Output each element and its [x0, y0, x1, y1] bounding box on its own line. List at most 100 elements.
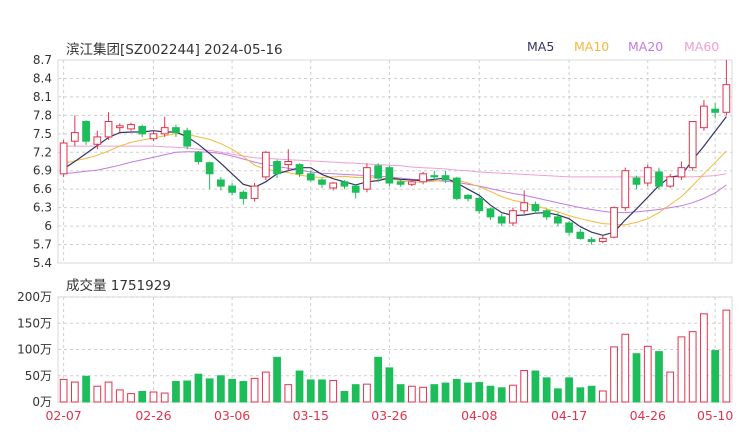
volume-bar — [407, 385, 416, 403]
volume-bar — [183, 380, 192, 403]
volume-bar — [261, 371, 270, 403]
volume-bar — [172, 381, 180, 403]
volume-bar — [632, 353, 641, 403]
candle-body — [655, 171, 663, 187]
volume-bar — [441, 382, 450, 403]
volume-bar — [340, 391, 349, 403]
price-tick-label: 5.4 — [33, 256, 52, 270]
candle-body — [621, 170, 630, 209]
volume-bar — [250, 377, 259, 403]
candle-body — [430, 175, 439, 178]
date-tick-label: 02-07 — [45, 408, 81, 423]
volume-bars — [59, 309, 731, 403]
candle-body — [306, 173, 315, 181]
volume-bar — [306, 379, 315, 403]
price-tick-label: 7.8 — [33, 108, 52, 122]
candle-body — [677, 167, 686, 178]
candle-body — [172, 127, 180, 134]
candle-body — [93, 136, 102, 145]
candle-body — [217, 179, 225, 187]
volume-bar — [228, 378, 236, 403]
volume-bar — [722, 309, 731, 403]
volume-bar — [115, 389, 124, 403]
candle-body — [666, 176, 675, 187]
volume-bar — [205, 378, 214, 403]
volume-bar — [677, 336, 686, 403]
date-tick-label: 03-26 — [371, 408, 407, 423]
volume-bar — [497, 387, 506, 403]
volume-bar — [149, 391, 158, 403]
date-tick-label: 04-08 — [461, 408, 497, 423]
price-grid: 8.7 8.4 8.1 7.8 7.5 7.2 6.9 6.6 6.3 6 5.7 5.4 — [33, 53, 732, 270]
volume-bar — [666, 371, 675, 403]
price-tick-label: 8.1 — [33, 90, 52, 104]
volume-bar — [464, 382, 472, 403]
candle-body — [273, 161, 281, 175]
candle-body — [70, 132, 79, 142]
date-tick-label: 03-06 — [214, 408, 250, 423]
volume-bar — [565, 377, 573, 403]
candle-body — [565, 222, 573, 233]
volume-bar — [598, 390, 607, 403]
volume-tick-label: 100万 — [17, 343, 52, 357]
date-tick-label: 02-26 — [135, 408, 171, 423]
volume-bar — [385, 367, 394, 403]
legend-ma20: MA20 — [628, 39, 664, 54]
candles — [59, 60, 731, 245]
date-tick-label: 05-10 — [697, 408, 733, 423]
volume-bar — [82, 375, 90, 403]
volume-bar — [520, 370, 529, 403]
volume-bar — [419, 386, 427, 403]
volume-bar — [160, 392, 169, 403]
candle-body — [115, 125, 124, 129]
volume-label: 成交量 1751929 — [66, 278, 171, 294]
price-tick-label: 6.9 — [33, 164, 52, 178]
volume-bar — [295, 370, 304, 403]
date-tick-label: 03-15 — [293, 408, 329, 423]
volume-bar — [643, 345, 652, 403]
candle-body — [643, 167, 652, 184]
candle-body — [363, 167, 371, 190]
candle-body — [554, 216, 562, 224]
candle-body — [228, 185, 236, 193]
candle-body — [700, 105, 708, 129]
volume-bar — [711, 350, 720, 403]
candle-body — [250, 185, 259, 199]
candle-body — [688, 121, 697, 169]
candle-body — [127, 124, 135, 130]
candle-body — [441, 175, 450, 181]
candle-body — [318, 179, 326, 185]
candle-body — [509, 210, 517, 224]
volume-bar — [542, 377, 551, 403]
candle-body — [261, 151, 270, 178]
candle-body — [138, 125, 147, 135]
volume-bar — [217, 375, 225, 403]
legend-ma5: MA5 — [527, 39, 555, 54]
volume-bar — [273, 356, 281, 403]
volume-bar — [531, 370, 540, 403]
volume-bar — [374, 356, 383, 403]
volume-tick-label: 150万 — [17, 316, 52, 330]
candle-body — [497, 216, 506, 224]
volume-bar — [284, 384, 293, 403]
ma60-line — [63, 145, 727, 178]
candle-body — [351, 185, 360, 193]
volume-bar — [93, 385, 102, 403]
volume-tick-label: 50万 — [25, 369, 52, 383]
volume-bar — [59, 378, 68, 403]
volume-grid: 200万 150万 100万 50万 0万 — [17, 290, 732, 409]
candle-body — [396, 181, 405, 185]
candle-body — [340, 181, 349, 187]
date-tick-label: 04-26 — [630, 408, 666, 423]
candle-body — [486, 208, 495, 218]
candle-body — [284, 161, 293, 166]
candle-body — [239, 191, 248, 199]
volume-bar — [363, 383, 371, 403]
volume-bar — [329, 379, 338, 403]
legend-ma60: MA60 — [684, 39, 720, 54]
candle-body — [295, 164, 304, 175]
volume-bar — [554, 388, 562, 403]
candle-body — [711, 108, 720, 113]
